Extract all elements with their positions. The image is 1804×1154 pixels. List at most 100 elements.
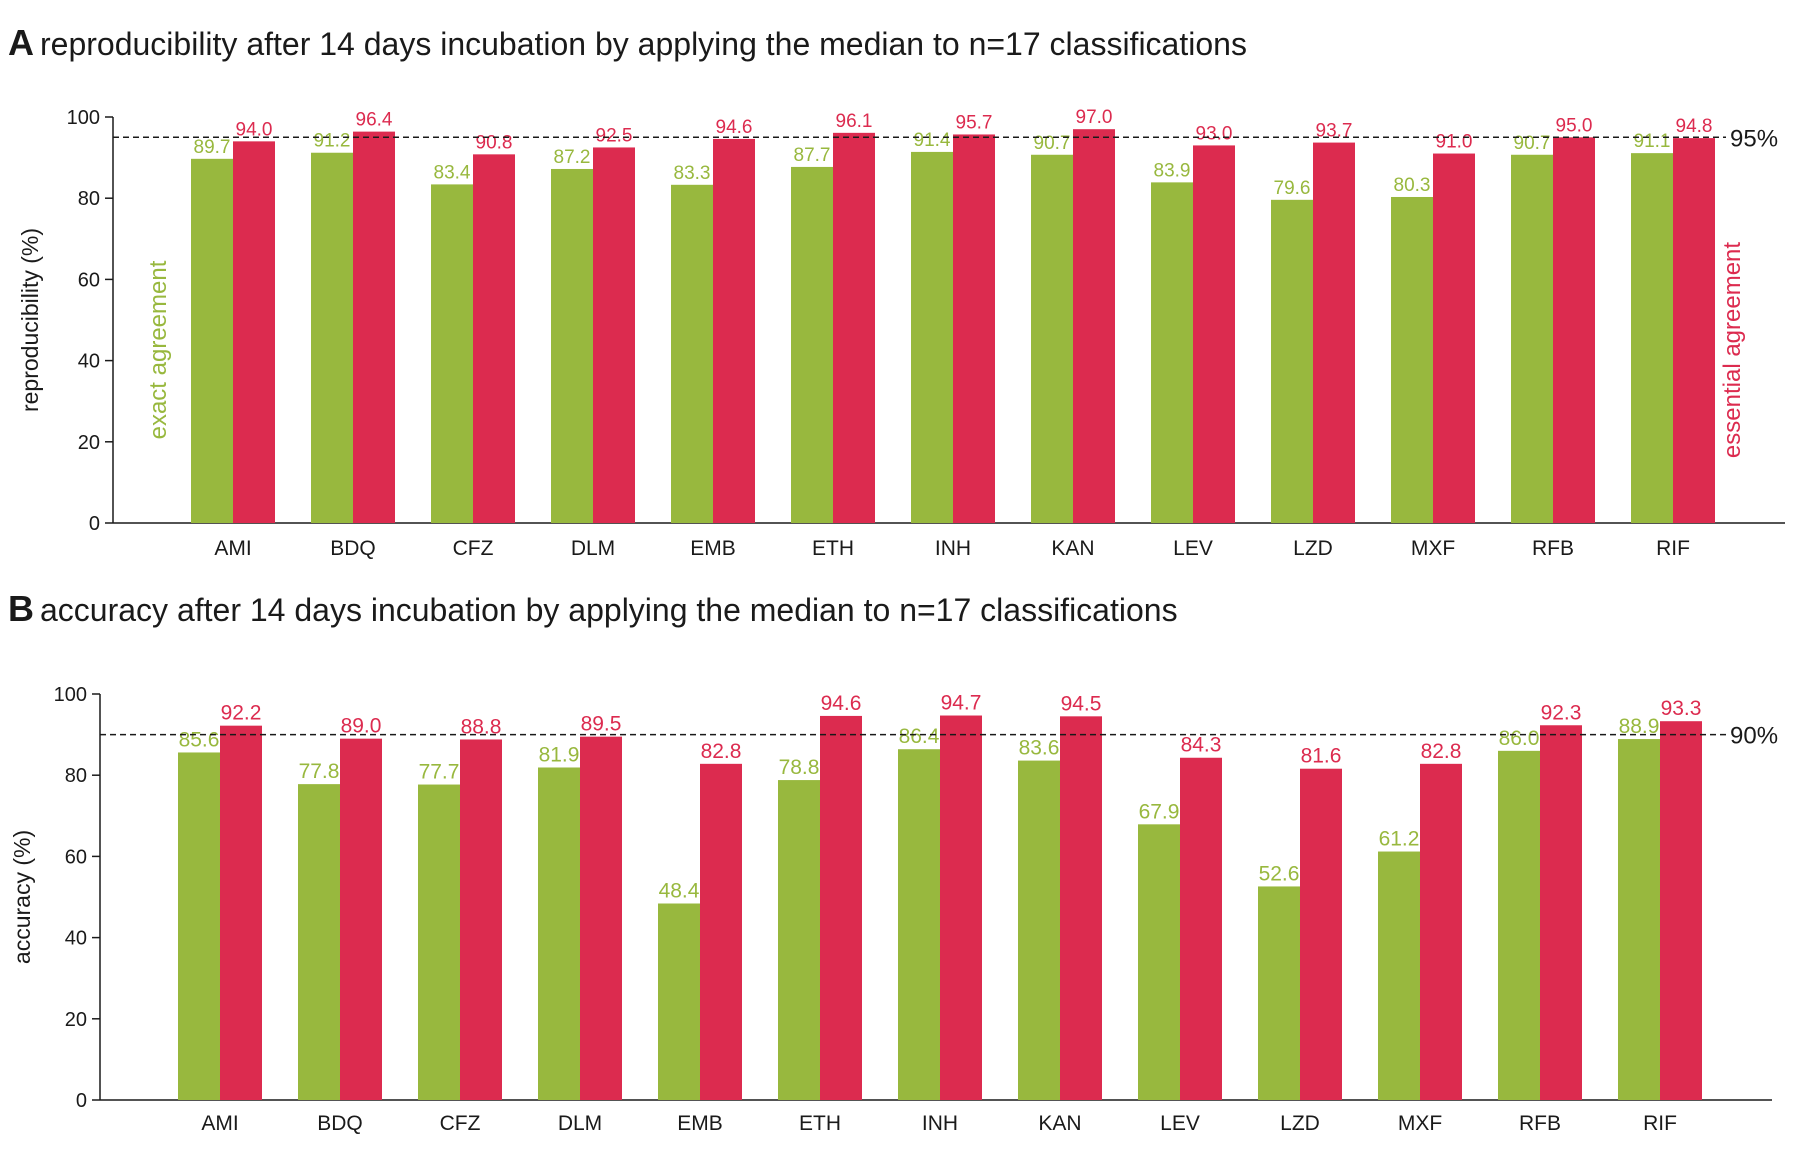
y-tick-label: 0: [76, 1090, 87, 1112]
x-tick-label-lzd: LZD: [1280, 1112, 1320, 1135]
bar-essential-ami: [220, 725, 262, 1100]
data-label-exact-cfz: 77.7: [419, 761, 460, 784]
data-label-essential-lzd: 81.6: [1301, 745, 1342, 768]
bar-essential-emb: [713, 138, 755, 523]
data-label-essential-dlm: 89.5: [581, 713, 622, 736]
bar-exact-dlm: [551, 168, 593, 523]
x-tick-label-cfz: CFZ: [440, 1112, 481, 1135]
x-tick-label-ami: AMI: [201, 1112, 238, 1135]
data-label-exact-rfb: 90.7: [1514, 133, 1551, 154]
data-label-essential-eth: 94.6: [821, 692, 862, 715]
x-tick-label-dlm: DLM: [571, 537, 615, 560]
y-tick-label: 20: [78, 432, 100, 454]
bar-exact-rfb: [1511, 154, 1553, 523]
data-label-essential-ami: 92.2: [221, 702, 262, 725]
bar-exact-inh: [911, 151, 953, 523]
x-tick-label-mxf: MXF: [1411, 537, 1455, 560]
data-label-essential-cfz: 90.8: [476, 132, 513, 153]
x-tick-label-lev: LEV: [1173, 537, 1213, 560]
data-label-exact-kan: 83.6: [1019, 737, 1060, 760]
bar-essential-cfz: [473, 154, 515, 524]
bar-exact-emb: [671, 184, 713, 523]
data-label-exact-rif: 91.1: [1634, 131, 1671, 152]
data-label-exact-bdq: 77.8: [299, 760, 340, 783]
bar-exact-kan: [1031, 154, 1073, 523]
data-label-exact-inh: 86.4: [899, 725, 940, 748]
data-label-exact-inh: 91.4: [914, 130, 951, 151]
data-label-essential-lev: 93.0: [1196, 123, 1233, 144]
bar-essential-emb: [700, 763, 742, 1100]
bar-exact-lzd: [1258, 886, 1300, 1100]
bar-essential-rfb: [1553, 137, 1595, 524]
bar-exact-mxf: [1378, 851, 1420, 1100]
data-label-essential-inh: 95.7: [956, 112, 993, 133]
x-tick-label-rfb: RFB: [1532, 537, 1574, 560]
reference-line-label: 95%: [1730, 125, 1778, 152]
legend-essential-agreement: essential agreement: [1719, 242, 1746, 458]
data-label-essential-kan: 97.0: [1076, 107, 1113, 128]
bar-essential-rif: [1660, 721, 1702, 1100]
data-label-essential-lzd: 93.7: [1316, 121, 1353, 142]
x-tick-label-eth: ETH: [812, 537, 854, 560]
data-label-essential-rif: 94.8: [1676, 116, 1713, 137]
bar-exact-bdq: [298, 784, 340, 1100]
data-label-exact-lzd: 79.6: [1274, 178, 1311, 199]
reference-line-label: 90%: [1730, 723, 1778, 750]
y-tick-label: 100: [54, 684, 87, 706]
x-tick-label-cfz: CFZ: [453, 537, 494, 560]
data-label-essential-ami: 94.0: [236, 119, 273, 140]
data-label-essential-bdq: 89.0: [341, 715, 382, 738]
data-label-exact-emb: 48.4: [659, 879, 700, 902]
data-label-exact-ami: 85.6: [179, 728, 220, 751]
x-tick-label-eth: ETH: [799, 1112, 841, 1135]
bar-exact-rfb: [1498, 750, 1540, 1100]
data-label-essential-mxf: 91.0: [1436, 132, 1473, 153]
bar-essential-lev: [1180, 757, 1222, 1100]
data-label-exact-eth: 78.8: [779, 756, 820, 779]
x-tick-label-ami: AMI: [214, 537, 251, 560]
bar-essential-dlm: [580, 736, 622, 1100]
x-tick-label-bdq: BDQ: [330, 537, 376, 560]
bar-essential-rfb: [1540, 725, 1582, 1100]
chart-a: 0 20 40 60 80 100 reproducibility (%) 89.794.0 A…: [17, 107, 1785, 560]
data-label-exact-lzd: 52.6: [1259, 862, 1300, 885]
data-label-exact-rif: 88.9: [1619, 715, 1660, 738]
bar-exact-ami: [178, 752, 220, 1100]
panel-a-title-text: reproducibility after 14 days incubation…: [40, 26, 1247, 62]
x-tick-label-lev: LEV: [1160, 1112, 1200, 1135]
y-tick-label: 20: [65, 1009, 87, 1031]
data-label-essential-rfb: 92.3: [1541, 701, 1582, 724]
x-tick-label-rif: RIF: [1656, 537, 1690, 560]
y-tick-label: 40: [65, 928, 87, 950]
data-label-essential-emb: 94.6: [716, 117, 753, 138]
data-label-exact-kan: 90.7: [1034, 133, 1071, 154]
bar-essential-eth: [833, 132, 875, 524]
bar-exact-lzd: [1271, 199, 1313, 523]
bar-essential-kan: [1060, 716, 1102, 1100]
data-label-exact-mxf: 61.2: [1379, 828, 1420, 851]
x-tick-label-emb: EMB: [690, 537, 736, 560]
bar-exact-dlm: [538, 767, 580, 1100]
y-tick-label: 80: [65, 765, 87, 787]
data-label-exact-emb: 83.3: [674, 163, 711, 184]
x-tick-label-kan: KAN: [1051, 537, 1094, 560]
bar-essential-cfz: [460, 739, 502, 1100]
panel-b-title-text: accuracy after 14 days incubation by app…: [40, 592, 1178, 628]
x-tick-label-inh: INH: [935, 537, 971, 560]
data-label-essential-cfz: 88.8: [461, 715, 502, 738]
bar-exact-bdq: [311, 152, 353, 523]
data-label-essential-eth: 96.1: [836, 111, 873, 132]
bar-essential-lzd: [1300, 768, 1342, 1100]
x-tick-label-mxf: MXF: [1398, 1112, 1442, 1135]
panel-b-letter: B: [8, 588, 34, 629]
y-tick-label: 0: [89, 513, 100, 535]
bar-essential-eth: [820, 715, 862, 1100]
bar-essential-inh: [953, 134, 995, 523]
y-tick-label: 40: [78, 351, 100, 373]
data-label-essential-inh: 94.7: [941, 692, 982, 715]
bar-exact-kan: [1018, 760, 1060, 1100]
bar-essential-bdq: [353, 131, 395, 523]
